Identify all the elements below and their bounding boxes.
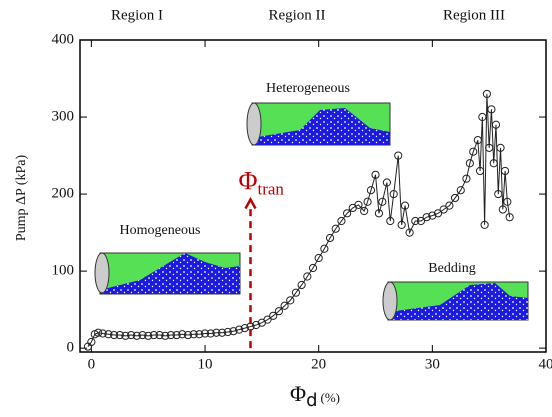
x-tick-label: 20	[311, 356, 326, 372]
x-tick-label: 0	[88, 356, 96, 372]
pipe-end	[383, 282, 397, 320]
x-label-sub: d	[306, 390, 317, 411]
y-tick-label: 0	[67, 340, 75, 356]
inset-label: Bedding	[428, 261, 475, 276]
x-tick-label: 30	[425, 356, 440, 372]
region-label: Region II	[268, 7, 325, 23]
inset-label: Heterogeneous	[266, 81, 350, 96]
inset-bedding: Bedding	[383, 261, 528, 320]
inset-homogeneous: Homogeneous	[95, 223, 240, 294]
region-label: Region I	[111, 7, 163, 23]
y-axis-label: Pump ΔP (kPa)	[14, 155, 29, 242]
annotation-symbol: Φ	[238, 166, 257, 195]
region-label: Region III	[443, 7, 505, 23]
pipe-end	[95, 253, 109, 293]
x-label-symbol: Φ	[290, 381, 306, 406]
x-tick-label: 40	[539, 356, 552, 372]
x-axis-label: Φd (%)	[290, 381, 340, 411]
y-tick-label: 200	[52, 186, 75, 202]
inset-heterogeneous: Heterogeneous	[247, 81, 390, 145]
annotation-sub: tran	[258, 179, 285, 198]
y-tick-label: 400	[52, 31, 75, 47]
inset-label: Homogeneous	[120, 223, 201, 238]
y-tick-label: 300	[52, 108, 75, 124]
x-label-unit: (%)	[321, 390, 341, 405]
annotation-label: Φtran	[238, 166, 284, 198]
y-tick-label: 100	[52, 263, 75, 279]
insets: Heterogeneous Homogeneous Bedding	[95, 81, 528, 320]
annotation-arrowhead	[245, 199, 255, 208]
x-tick-label: 10	[198, 356, 213, 372]
pipe-end	[247, 103, 261, 145]
